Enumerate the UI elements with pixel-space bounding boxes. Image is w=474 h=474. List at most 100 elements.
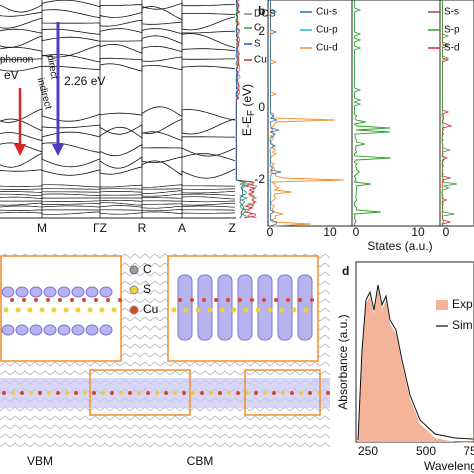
annotation: indirect <box>35 77 54 111</box>
charge-density <box>0 253 331 448</box>
atom <box>238 298 242 302</box>
atom <box>3 307 9 313</box>
legend-label: S-s <box>444 7 459 18</box>
lattice <box>0 370 331 376</box>
lattice <box>0 253 331 259</box>
atom <box>218 391 222 395</box>
absorbance-plot <box>355 261 474 444</box>
atom <box>65 391 69 395</box>
atom <box>326 391 330 395</box>
orbital <box>15 286 29 298</box>
atom <box>63 307 69 313</box>
atom <box>202 298 206 302</box>
atom <box>236 391 240 395</box>
arrowhead <box>52 144 64 156</box>
atom <box>190 298 194 302</box>
atom <box>94 298 98 302</box>
atom <box>22 298 26 302</box>
axis-label: Wavelength <box>424 459 474 473</box>
k-point: ΓZ <box>93 221 107 235</box>
orbital <box>99 286 113 298</box>
band <box>0 28 236 35</box>
legend-label: S <box>254 39 261 50</box>
exp-area <box>358 289 473 444</box>
atom <box>29 391 33 395</box>
atom <box>231 307 237 313</box>
annotation: 2.26 eV <box>64 74 105 88</box>
atom <box>308 391 312 395</box>
pdos <box>269 0 282 227</box>
k-point: R <box>138 221 147 235</box>
axis-label-unit: (eV) <box>240 84 254 110</box>
axis-label-main: E-E <box>240 116 254 136</box>
atom <box>146 391 150 395</box>
orbital <box>1 286 15 298</box>
atom <box>2 391 6 395</box>
orbital <box>237 274 253 341</box>
atom <box>262 298 266 302</box>
orbital <box>29 286 43 298</box>
atom <box>226 298 230 302</box>
x-tick-label: 0 <box>443 225 450 239</box>
band <box>0 16 236 31</box>
axis-label: Absorbance (a.u.) <box>336 314 350 409</box>
legend-label: S-p <box>444 25 460 36</box>
lattice <box>0 442 331 448</box>
x-tick-label: 0 <box>267 225 274 239</box>
lattice <box>0 415 331 421</box>
atom <box>290 391 294 395</box>
k-point: A <box>178 221 186 235</box>
atom <box>10 298 14 302</box>
orbital <box>29 324 43 336</box>
atom <box>299 391 303 395</box>
atom <box>101 391 105 395</box>
orbital <box>43 286 57 298</box>
atom <box>286 298 290 302</box>
atom <box>200 391 204 395</box>
orbital <box>99 324 113 336</box>
atom <box>274 298 278 302</box>
atom <box>118 298 122 302</box>
band <box>0 211 236 215</box>
state-label: CBM <box>187 454 214 468</box>
band <box>0 118 236 135</box>
pdos <box>441 0 458 227</box>
band <box>0 152 236 169</box>
legend: Exp Sim <box>436 297 473 332</box>
atom <box>47 391 51 395</box>
atom <box>111 307 117 313</box>
atom <box>87 307 93 313</box>
orbital <box>197 274 213 341</box>
band <box>0 196 236 200</box>
atom <box>83 391 87 395</box>
legend: Cu-s Cu-p Cu-d S-s S-p S-d <box>300 7 460 54</box>
atom <box>75 307 81 313</box>
legend-label: Cu-s <box>316 7 337 18</box>
axis-label-sub: F <box>246 110 257 116</box>
y-tick-label: 0 <box>258 100 265 114</box>
orbital <box>71 324 85 336</box>
band <box>0 6 236 21</box>
atom <box>291 307 297 313</box>
dos <box>235 0 246 219</box>
lattice <box>0 424 331 430</box>
band <box>0 43 236 58</box>
panel-label: d <box>342 264 349 278</box>
band <box>0 106 236 123</box>
legend-label: Cu-p <box>316 25 338 36</box>
orbital <box>85 324 99 336</box>
atom <box>58 298 62 302</box>
atom <box>243 307 249 313</box>
band <box>0 142 236 157</box>
zoom-box <box>89 369 191 416</box>
atom <box>92 391 96 395</box>
orbital <box>43 324 57 336</box>
x-tick-label: 10 <box>411 225 425 239</box>
atom <box>281 391 285 395</box>
band <box>0 184 236 188</box>
atom <box>74 391 78 395</box>
atom <box>15 307 21 313</box>
legend: C S Cu <box>129 262 158 316</box>
annotation: direct <box>44 54 59 80</box>
